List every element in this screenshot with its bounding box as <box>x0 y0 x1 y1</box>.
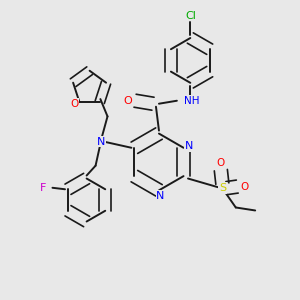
Text: F: F <box>40 183 47 193</box>
Text: O: O <box>123 96 132 106</box>
Text: N: N <box>98 137 106 147</box>
Text: NH: NH <box>184 96 200 106</box>
Text: O: O <box>241 182 249 192</box>
Text: Cl: Cl <box>185 11 196 21</box>
Text: S: S <box>219 183 226 193</box>
Text: O: O <box>217 158 225 168</box>
Text: N: N <box>185 141 193 151</box>
Text: O: O <box>70 98 78 109</box>
Text: N: N <box>156 191 165 201</box>
